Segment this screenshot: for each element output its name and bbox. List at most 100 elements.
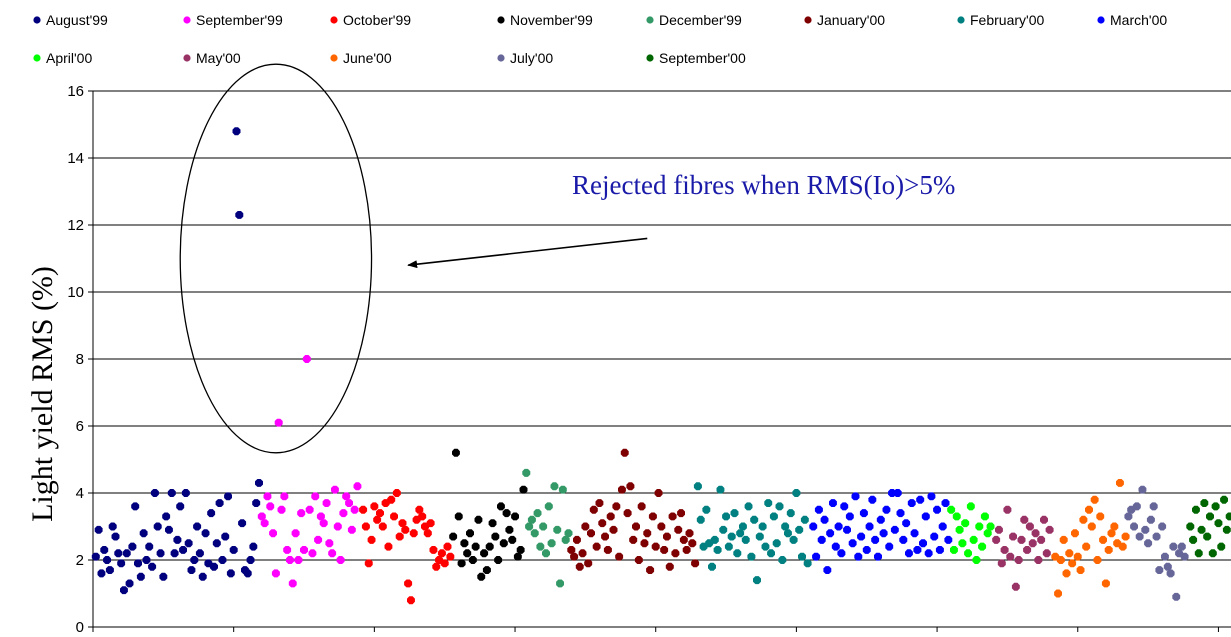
data-point	[328, 549, 337, 558]
legend-item: October'99	[330, 12, 411, 28]
data-point	[533, 509, 542, 518]
data-point	[1189, 535, 1198, 544]
data-point	[620, 448, 629, 457]
data-point	[249, 542, 258, 551]
data-point	[986, 522, 995, 531]
data-point	[592, 542, 601, 551]
data-point	[755, 532, 764, 541]
data-point	[336, 556, 345, 564]
data-point	[311, 492, 320, 501]
data-point	[601, 532, 609, 541]
legend-marker	[646, 54, 654, 62]
data-point	[589, 505, 598, 514]
data-point	[544, 502, 553, 511]
data-point	[482, 566, 491, 574]
data-point	[682, 546, 691, 554]
data-point	[899, 535, 908, 544]
series-points	[809, 489, 953, 574]
data-point	[536, 542, 545, 551]
data-point	[114, 549, 123, 558]
gridlines	[93, 90, 1231, 561]
data-point	[888, 489, 896, 497]
data-point	[570, 552, 579, 561]
data-point	[944, 535, 953, 544]
data-point	[398, 519, 407, 528]
data-point	[190, 556, 199, 564]
data-point	[688, 539, 697, 548]
data-point	[485, 542, 494, 551]
data-point	[927, 492, 936, 501]
data-point	[294, 556, 303, 564]
data-point	[100, 546, 109, 554]
data-point	[826, 529, 835, 538]
data-point	[995, 525, 1003, 534]
legend-label: November'99	[510, 12, 593, 28]
data-point	[1149, 502, 1158, 511]
data-point	[637, 502, 646, 511]
data-point	[1054, 589, 1062, 598]
data-point	[646, 566, 655, 574]
data-point	[876, 515, 885, 524]
data-point	[519, 485, 528, 494]
data-point	[195, 549, 204, 558]
series-points	[1186, 495, 1231, 558]
data-point	[466, 529, 474, 538]
data-point	[423, 529, 432, 538]
data-point	[564, 529, 573, 538]
data-point	[156, 549, 165, 558]
data-point	[786, 509, 795, 518]
data-point	[1146, 515, 1155, 524]
data-point	[547, 539, 556, 548]
data-point	[269, 529, 277, 538]
data-point	[1003, 505, 1012, 514]
data-point	[316, 512, 325, 521]
data-point	[308, 549, 317, 558]
data-point	[1180, 552, 1189, 561]
data-point	[1116, 479, 1124, 487]
data-point	[1014, 556, 1023, 564]
data-point	[980, 512, 989, 521]
data-point	[440, 559, 449, 568]
data-point	[1065, 549, 1074, 558]
data-point	[657, 522, 666, 531]
data-point	[933, 505, 941, 514]
legend-item: June'00	[330, 50, 392, 66]
data-point	[139, 529, 148, 538]
data-point	[795, 525, 804, 534]
annotation-text: Rejected fibres when RMS(Io)>5%	[572, 170, 955, 200]
data-point	[376, 509, 384, 518]
data-point	[792, 489, 801, 497]
series-points	[91, 127, 263, 595]
data-point	[516, 546, 525, 554]
data-point	[1101, 579, 1110, 588]
data-point	[153, 522, 162, 531]
data-point	[1099, 535, 1107, 544]
legend-item: March'00	[1097, 12, 1167, 28]
data-point	[913, 546, 922, 554]
data-point	[916, 495, 925, 504]
data-point	[750, 515, 759, 524]
data-point	[497, 502, 505, 511]
data-point	[1208, 549, 1217, 558]
data-point	[623, 509, 632, 518]
data-point	[800, 515, 809, 524]
data-point	[1200, 499, 1209, 507]
data-point	[905, 549, 913, 558]
annotation-arrow	[407, 237, 648, 269]
data-point	[499, 539, 508, 548]
data-point	[1169, 542, 1178, 551]
data-point	[513, 552, 522, 561]
data-point	[134, 559, 142, 568]
data-point	[378, 522, 387, 531]
data-point	[938, 522, 947, 531]
data-point	[1079, 515, 1088, 524]
data-point	[739, 522, 747, 531]
data-point	[457, 559, 466, 568]
legend-marker	[1097, 16, 1105, 24]
data-point	[1138, 485, 1147, 494]
data-point	[401, 525, 410, 534]
data-point	[553, 525, 562, 534]
data-point	[789, 535, 798, 544]
data-point	[255, 479, 263, 487]
data-point	[212, 539, 221, 548]
